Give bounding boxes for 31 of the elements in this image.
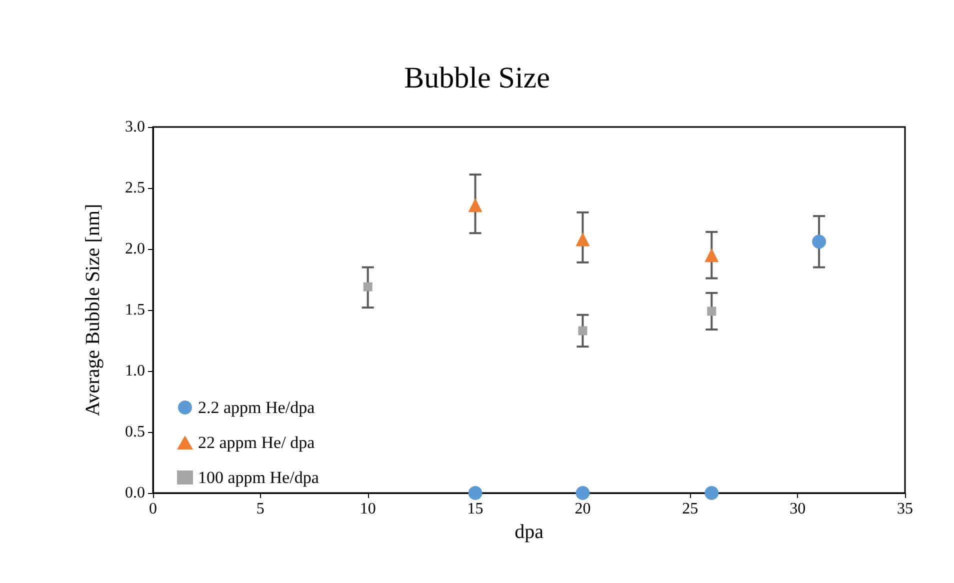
x-tick-label: 10 [360, 500, 376, 518]
point [704, 486, 719, 500]
y-tick-label: 2.5 [125, 180, 145, 196]
x-axis-title: dpa [514, 520, 544, 543]
point [468, 198, 482, 212]
chart-title: Bubble Size [404, 62, 550, 94]
y-tick-label: 2.0 [125, 240, 145, 258]
y-tick-label: 1.5 [125, 302, 145, 318]
x-tick-label: 35 [897, 500, 913, 518]
legend-label: 22 appm He/ dpa [198, 433, 316, 452]
x-tick-label: 25 [682, 500, 698, 518]
y-tick-label: 3.0 [125, 118, 145, 136]
point [468, 486, 482, 500]
y-tick-label: 0.5 [125, 424, 145, 440]
y-tick-label: 0.0 [125, 484, 145, 502]
y-axis-title: Average Bubble Size [nm] [82, 204, 104, 416]
point [576, 232, 590, 246]
point [578, 326, 588, 336]
legend-label: 100 appm He/dpa [198, 468, 320, 487]
point [363, 282, 372, 292]
point [707, 306, 716, 316]
x-tick-label: 5 [256, 500, 264, 518]
x-tick-label: 20 [574, 500, 591, 518]
y-tick-label: 1.0 [125, 362, 145, 380]
legend-label: 2.2 appm He/dpa [198, 398, 316, 417]
point [704, 248, 719, 262]
point [576, 486, 590, 500]
x-tick-label: 15 [467, 500, 484, 518]
x-tick-label: 30 [790, 500, 806, 518]
x-tick-label: 0 [149, 500, 157, 518]
point [812, 234, 826, 249]
